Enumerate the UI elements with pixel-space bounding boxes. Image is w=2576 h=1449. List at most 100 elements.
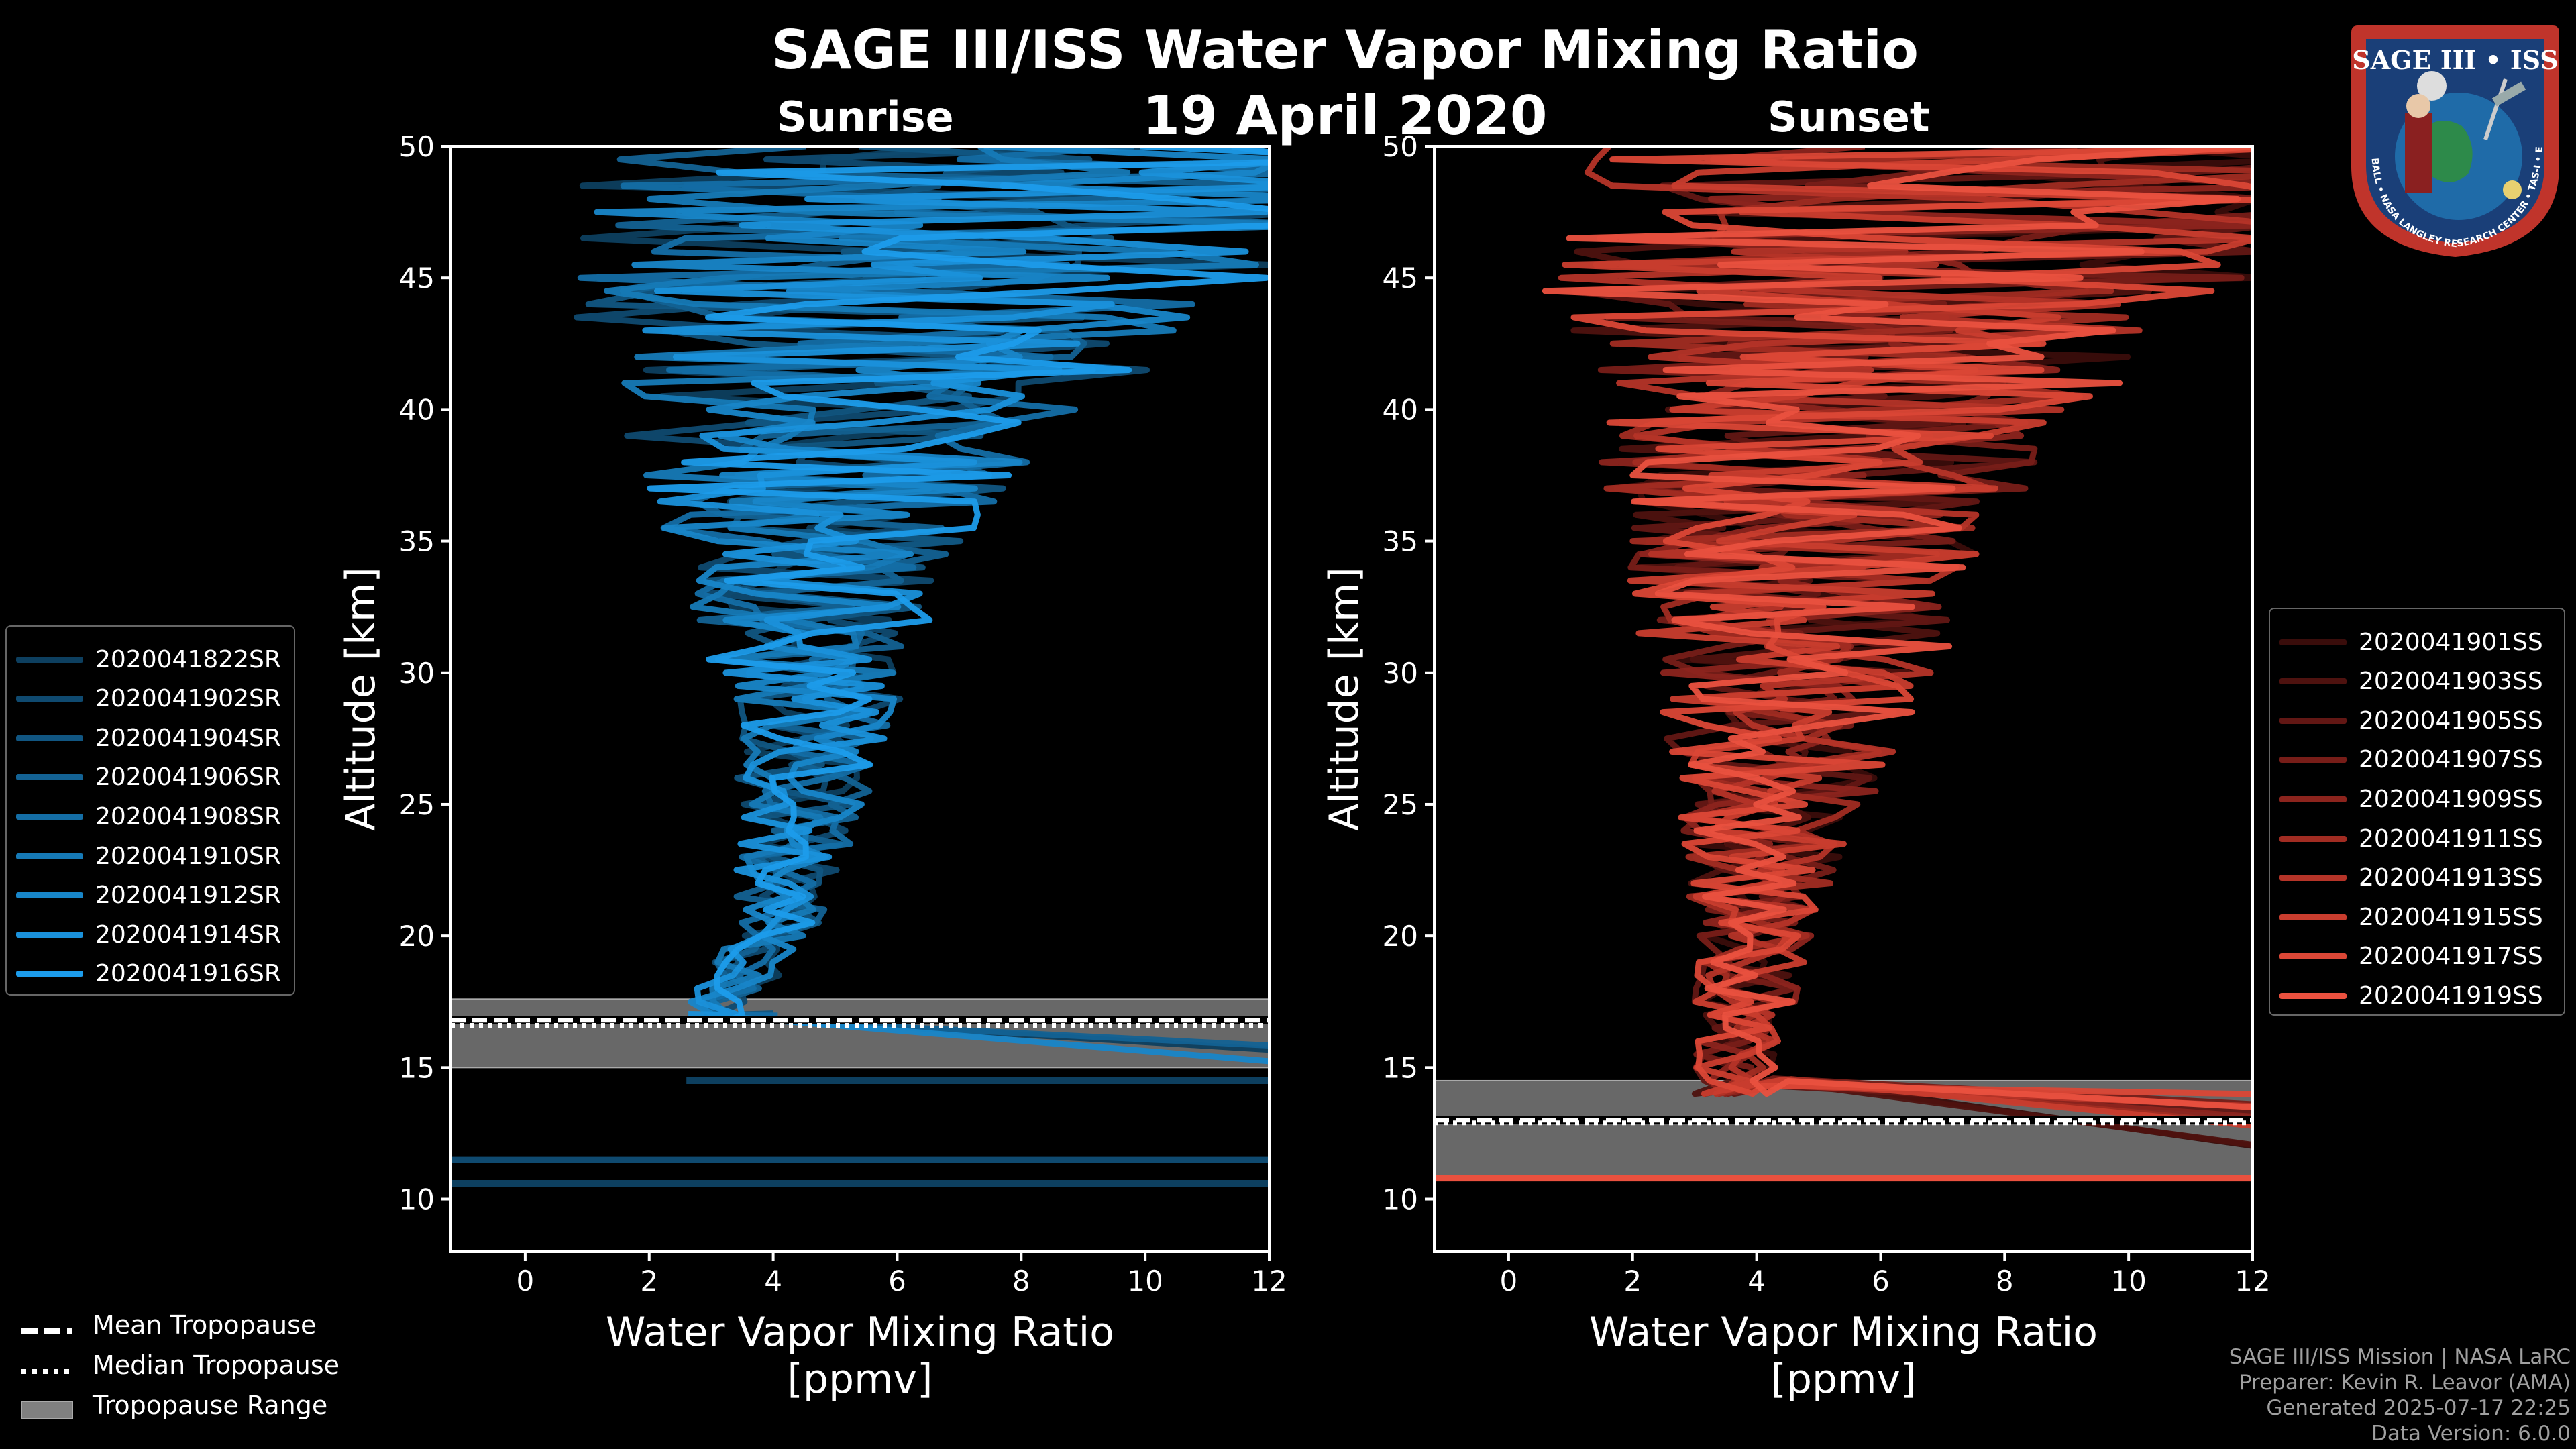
x-axis-label: Water Vapor Mixing Ratio [606,1309,1114,1356]
legend-label: 2020041906SR [95,763,281,792]
x-tick-label: 8 [1996,1265,2014,1297]
legend-entry-2020041906SR: 2020041906SR [7,758,281,797]
satellite-icon [2483,78,2508,140]
legend-swatch [16,774,83,781]
legend-entry-2020041914SR: 2020041914SR [7,915,281,954]
sunrise-subtitle: Sunrise [777,93,954,142]
legend-label: 2020041901SS [2359,628,2543,656]
legend-entry-2020041910SR: 2020041910SR [7,837,281,875]
x-tick-label: 10 [2110,1265,2146,1297]
moon-icon [2417,71,2447,101]
legend-label: 2020041913SS [2359,864,2543,892]
legend-median-label: Median Tropopause [93,1350,339,1380]
legend-tropopause-range: Tropopause Range [20,1385,339,1426]
legend-entry-2020041908SR: 2020041908SR [7,797,281,836]
figure-robe-icon [2405,113,2432,193]
legend-label: 2020041909SS [2359,785,2543,813]
y-tick-label: 30 [399,657,435,690]
figure-head-icon [2406,94,2430,118]
legend-entry-2020041917SS: 2020041917SS [2270,937,2543,976]
legend-swatch [2279,717,2347,724]
y-tick-label: 50 [1383,130,1418,163]
x-tick-label: 4 [764,1265,782,1297]
legend-range-label: Tropopause Range [93,1391,328,1420]
y-tick-label: 50 [399,130,435,163]
plot-frame [1433,145,2254,1253]
credit-line: Data Version: 6.0.0 [2371,1421,2571,1446]
y-axis-label: Altitude [km] [337,567,384,831]
y-tick-label: 15 [1383,1051,1418,1084]
legend-swatch [16,813,83,820]
x-axis-label: [ppmv] [1771,1356,1917,1403]
plot-area [451,146,1269,1187]
y-tick-label: 35 [1383,525,1418,558]
y-tick-label: 40 [1383,393,1418,426]
legend-swatch [2279,992,2347,999]
x-tick-label: 12 [1251,1265,1287,1297]
legend-entry-2020041902SR: 2020041902SR [7,680,281,718]
y-tick-label: 25 [1383,788,1418,821]
legend-entry-2020041919SS: 2020041919SS [2270,976,2543,1015]
x-tick-label: 4 [1748,1265,1766,1297]
x-axis-label: Water Vapor Mixing Ratio [1589,1309,2098,1356]
x-tick-label: 2 [1623,1265,1642,1297]
legend-swatch [2279,953,2347,960]
y-tick-label: 25 [399,788,435,821]
legend-swatch [16,892,83,899]
legend-label: 2020041917SS [2359,943,2543,971]
legend-label: 2020041904SR [95,724,281,752]
legend-median-tropopause: Median Tropopause [20,1345,339,1385]
y-axis-label: Altitude [km] [1321,567,1368,831]
x-tick-label: 0 [1500,1265,1518,1297]
legend-entry-2020041907SS: 2020041907SS [2270,741,2543,780]
legend-entry-2020041913SS: 2020041913SS [2270,859,2543,898]
legend-label: 2020041919SS [2359,981,2543,1010]
legend-entry-2020041903SS: 2020041903SS [2270,662,2543,701]
figure-title: SAGE III/ISS Water Vapor Mixing Ratio [771,19,1919,81]
legend-swatch [16,931,83,938]
credit-line: Generated 2025-07-17 22:25 [2266,1396,2571,1420]
credit-line: SAGE III/ISS Mission | NASA LaRC [2229,1345,2571,1369]
y-tick-label: 35 [399,525,435,558]
legend-label: 2020041911SS [2359,824,2543,853]
x-axis-label: [ppmv] [788,1356,933,1403]
legend-label: 2020041916SR [95,960,281,988]
y-tick-label: 10 [399,1183,435,1216]
legend-label: 2020041907SS [2359,746,2543,774]
legend-swatch [16,971,83,977]
x-tick-label: 0 [517,1265,535,1297]
plot-frame [449,145,1271,1253]
legend-label: 2020041902SR [95,685,281,713]
legend-swatch [16,696,83,702]
x-tick-label: 10 [1127,1265,1163,1297]
panel-sunset: 0 2 4 6 8 10 12 10 15 20 25 30 35 40 45 50 Water Vapor M… [1321,130,2271,1403]
legend-label: 2020041915SS [2359,903,2543,931]
legend-entry-2020041901SS: 2020041901SS [2270,623,2543,661]
x-tick-label: 6 [888,1265,906,1297]
legend-swatch [2279,914,2347,920]
legend-label: 2020041910SR [95,842,281,870]
legend-swatch [2279,835,2347,842]
legend-entry-2020041915SS: 2020041915SS [2270,898,2543,936]
legend-entry-2020041822SR: 2020041822SR [7,640,281,679]
legend-swatch [2279,678,2347,685]
legend-entry-2020041916SR: 2020041916SR [7,955,281,994]
credit-line: Preparer: Kevin R. Leavor (AMA) [2239,1371,2571,1395]
plot-area [1434,146,2253,1182]
badge-name: SAGE III • ISS [2352,45,2558,75]
legend-mean-label: Mean Tropopause [93,1310,317,1340]
legend-swatch [16,853,83,859]
x-tick-label: 6 [1872,1265,1890,1297]
legend-label: 2020041903SS [2359,667,2543,696]
legend-swatch [16,656,83,663]
y-tick-label: 20 [399,920,435,953]
y-tick-label: 20 [1383,920,1418,953]
tropopause-legend: Mean Tropopause Median Tropopause Tropop… [20,1305,339,1426]
sunrise-legend: 2020041822SR 2020041902SR 2020041904SR 2020… [5,625,295,996]
panel-sunrise: 0 2 4 6 8 10 12 10 15 20 25 30 35 40 45 50 Water Vapor M… [337,130,1287,1403]
sun-icon [2503,180,2522,199]
sage-mission-badge: SAGE III • ISS BALL • NASA LANGLEY RESEA… [2341,4,2566,260]
legend-label: 2020041912SR [95,881,281,910]
